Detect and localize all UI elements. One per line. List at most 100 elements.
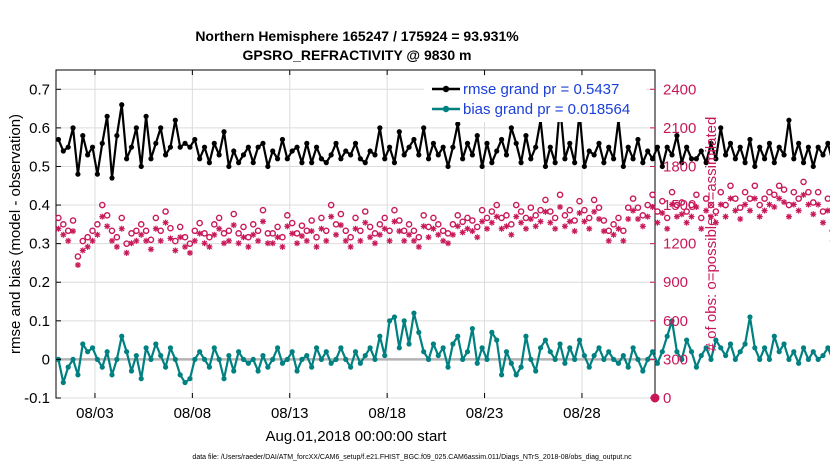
obs-assimilated-point — [610, 231, 617, 238]
x-tick-label: 08/03 — [76, 405, 114, 422]
bias-point — [786, 356, 792, 363]
obs-star-stroke — [742, 201, 748, 208]
bias-point — [318, 356, 325, 363]
bias-point — [542, 337, 549, 343]
obs-possible-point — [800, 178, 807, 186]
rmse-point — [752, 163, 758, 170]
bias-point — [289, 349, 295, 355]
y-tick-label: 0 — [42, 351, 50, 368]
rmse-point — [416, 152, 422, 158]
obs-assimilated-point — [430, 225, 437, 232]
obs-assimilated-point — [766, 201, 773, 208]
obs-assimilated-point — [605, 237, 612, 244]
obs-possible-point — [624, 204, 632, 211]
obs-star-stroke — [167, 235, 174, 242]
bias-point — [800, 345, 807, 351]
obs-assimilated-point — [571, 228, 578, 235]
bias-point — [659, 349, 665, 355]
bias-point — [796, 360, 802, 366]
obs-star-stroke — [552, 226, 558, 232]
bias-point — [240, 356, 247, 363]
obs-possible-point — [775, 182, 783, 190]
obs-possible-point — [751, 182, 759, 190]
obs-assimilated-point — [99, 213, 106, 220]
obs-possible-point — [157, 227, 165, 235]
obs-assimilated-point — [815, 201, 822, 208]
obs-possible-point — [128, 230, 135, 237]
obs-count-markers — [55, 178, 830, 403]
rmse-point — [391, 160, 398, 166]
obs-assimilated-point — [513, 213, 520, 220]
rmse-point — [601, 160, 607, 166]
obs-possible-point — [240, 223, 247, 231]
bias-point — [172, 356, 178, 363]
bias-point — [825, 345, 830, 351]
rmse-point — [484, 140, 490, 146]
obs-possible-point — [89, 227, 96, 235]
obs-assimilated-point — [722, 213, 729, 220]
obs-possible-point — [220, 230, 228, 237]
rmse-point — [323, 160, 329, 166]
rmse-point — [455, 121, 461, 127]
obs-possible-point — [137, 221, 145, 228]
rmse-point — [742, 160, 748, 166]
x-axis-label: Aug.01,2018 00:00:00 start — [266, 428, 448, 445]
rmse-point — [586, 148, 592, 154]
obs-possible-point — [313, 233, 320, 241]
bias-point — [411, 310, 417, 316]
obs-possible-point — [819, 208, 827, 215]
obs-star-stroke — [216, 226, 222, 232]
obs-possible-point — [527, 204, 535, 211]
obs-possible-point — [488, 208, 496, 215]
obs-possible-point — [634, 204, 642, 211]
bias-line — [57, 312, 830, 384]
obs-assimilated-point — [225, 237, 232, 244]
obs-star-stroke — [75, 262, 81, 268]
obs-assimilated-point — [255, 237, 262, 244]
obs-possible-point — [361, 208, 369, 215]
obs-possible-point — [503, 212, 510, 219]
obs-possible-point — [332, 221, 340, 228]
obs-possible-point — [274, 223, 281, 231]
obs-possible-point — [459, 218, 466, 226]
x-tick-label: 08/13 — [271, 405, 309, 422]
rmse-point — [674, 133, 680, 139]
obs-assimilated-point — [664, 225, 671, 232]
rmse-point — [547, 144, 553, 150]
obs-possible-point — [712, 208, 720, 215]
bias-point — [757, 356, 763, 363]
legend: rmse grand pr = 0.5437 bias grand pr = 0… — [424, 76, 646, 122]
bias-point — [226, 352, 232, 359]
rmse-point — [99, 140, 105, 146]
obs-possible-point — [595, 204, 603, 211]
obs-star-stroke — [367, 234, 373, 240]
obs-possible-point — [478, 206, 486, 214]
obs-star-stroke — [766, 201, 773, 208]
obs-possible-point — [444, 230, 452, 237]
bias-point — [187, 376, 193, 382]
obs-possible-point — [546, 208, 554, 215]
bias-point — [421, 349, 427, 355]
obs-assimilated-point — [230, 222, 237, 229]
obs-star-stroke — [143, 238, 149, 244]
obs-assimilated-point — [824, 207, 830, 214]
bias-point — [85, 349, 91, 355]
obs-possible-point — [551, 214, 559, 222]
obs-star-stroke — [776, 195, 782, 202]
rmse-point — [596, 140, 602, 146]
bias-point — [727, 341, 734, 347]
obs-assimilated-point — [630, 207, 637, 214]
obs-possible-point — [454, 212, 462, 219]
chart-subtitle: GPSRO_REFRACTIVITY @ 9830 m — [243, 47, 472, 63]
bias-point — [450, 341, 456, 347]
x-tick-label: 08/08 — [174, 405, 212, 422]
bias-point — [284, 356, 290, 363]
obs-possible-point — [654, 208, 661, 215]
bias-point — [75, 372, 81, 378]
obs-assimilated-point — [367, 234, 374, 241]
obs-star-stroke — [235, 240, 242, 246]
bias-point — [299, 356, 305, 363]
obs-assimilated-point — [527, 216, 534, 223]
bias-point — [192, 356, 198, 363]
bias-point — [231, 368, 237, 374]
